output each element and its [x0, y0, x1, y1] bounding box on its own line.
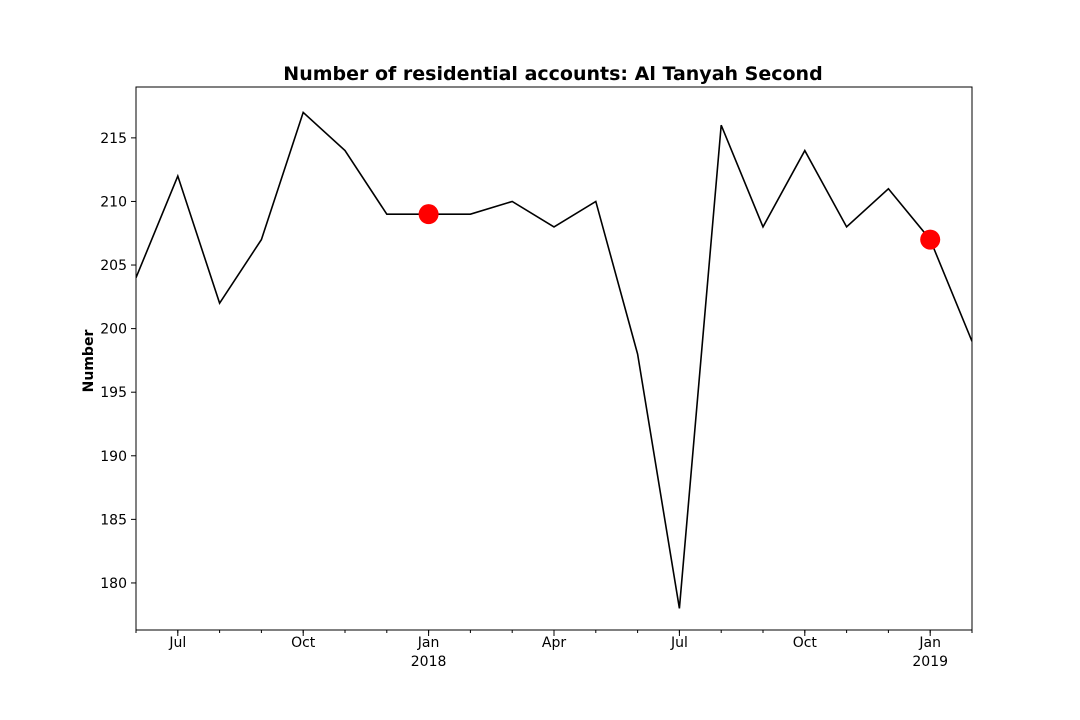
x-tick-label: Jul	[168, 635, 186, 651]
y-tick-label: 195	[100, 385, 127, 401]
y-axis-label: Number	[81, 330, 97, 393]
x-tick-year-label: 2019	[912, 654, 948, 670]
highlight-point	[920, 229, 941, 250]
y-tick-label: 215	[100, 131, 127, 147]
plot-area: 180 185 190 195 200 205 210 215 Jul Oct Jan 2018 Apr…	[100, 86, 973, 670]
y-tick-label: 205	[100, 258, 127, 274]
series-line	[136, 111, 972, 609]
x-tick-label: Apr	[542, 635, 566, 651]
highlight-point	[418, 204, 439, 225]
x-tick-label: Oct	[793, 635, 818, 651]
y-tick-label: 180	[100, 576, 127, 592]
x-tick-label: Jan	[918, 635, 941, 651]
x-tick-label: Jan	[417, 635, 440, 651]
x-tick-year-label: 2018	[411, 654, 447, 670]
y-tick-label: 185	[100, 512, 127, 528]
chart-title: Number of residential accounts: Al Tanya…	[283, 63, 822, 85]
y-tick-label: 200	[100, 322, 127, 338]
plot-frame	[135, 86, 973, 631]
x-tick-label: Jul	[670, 635, 688, 651]
y-tick-label: 190	[100, 449, 127, 465]
x-tick-label: Oct	[291, 635, 316, 651]
y-tick-label: 210	[100, 194, 127, 210]
